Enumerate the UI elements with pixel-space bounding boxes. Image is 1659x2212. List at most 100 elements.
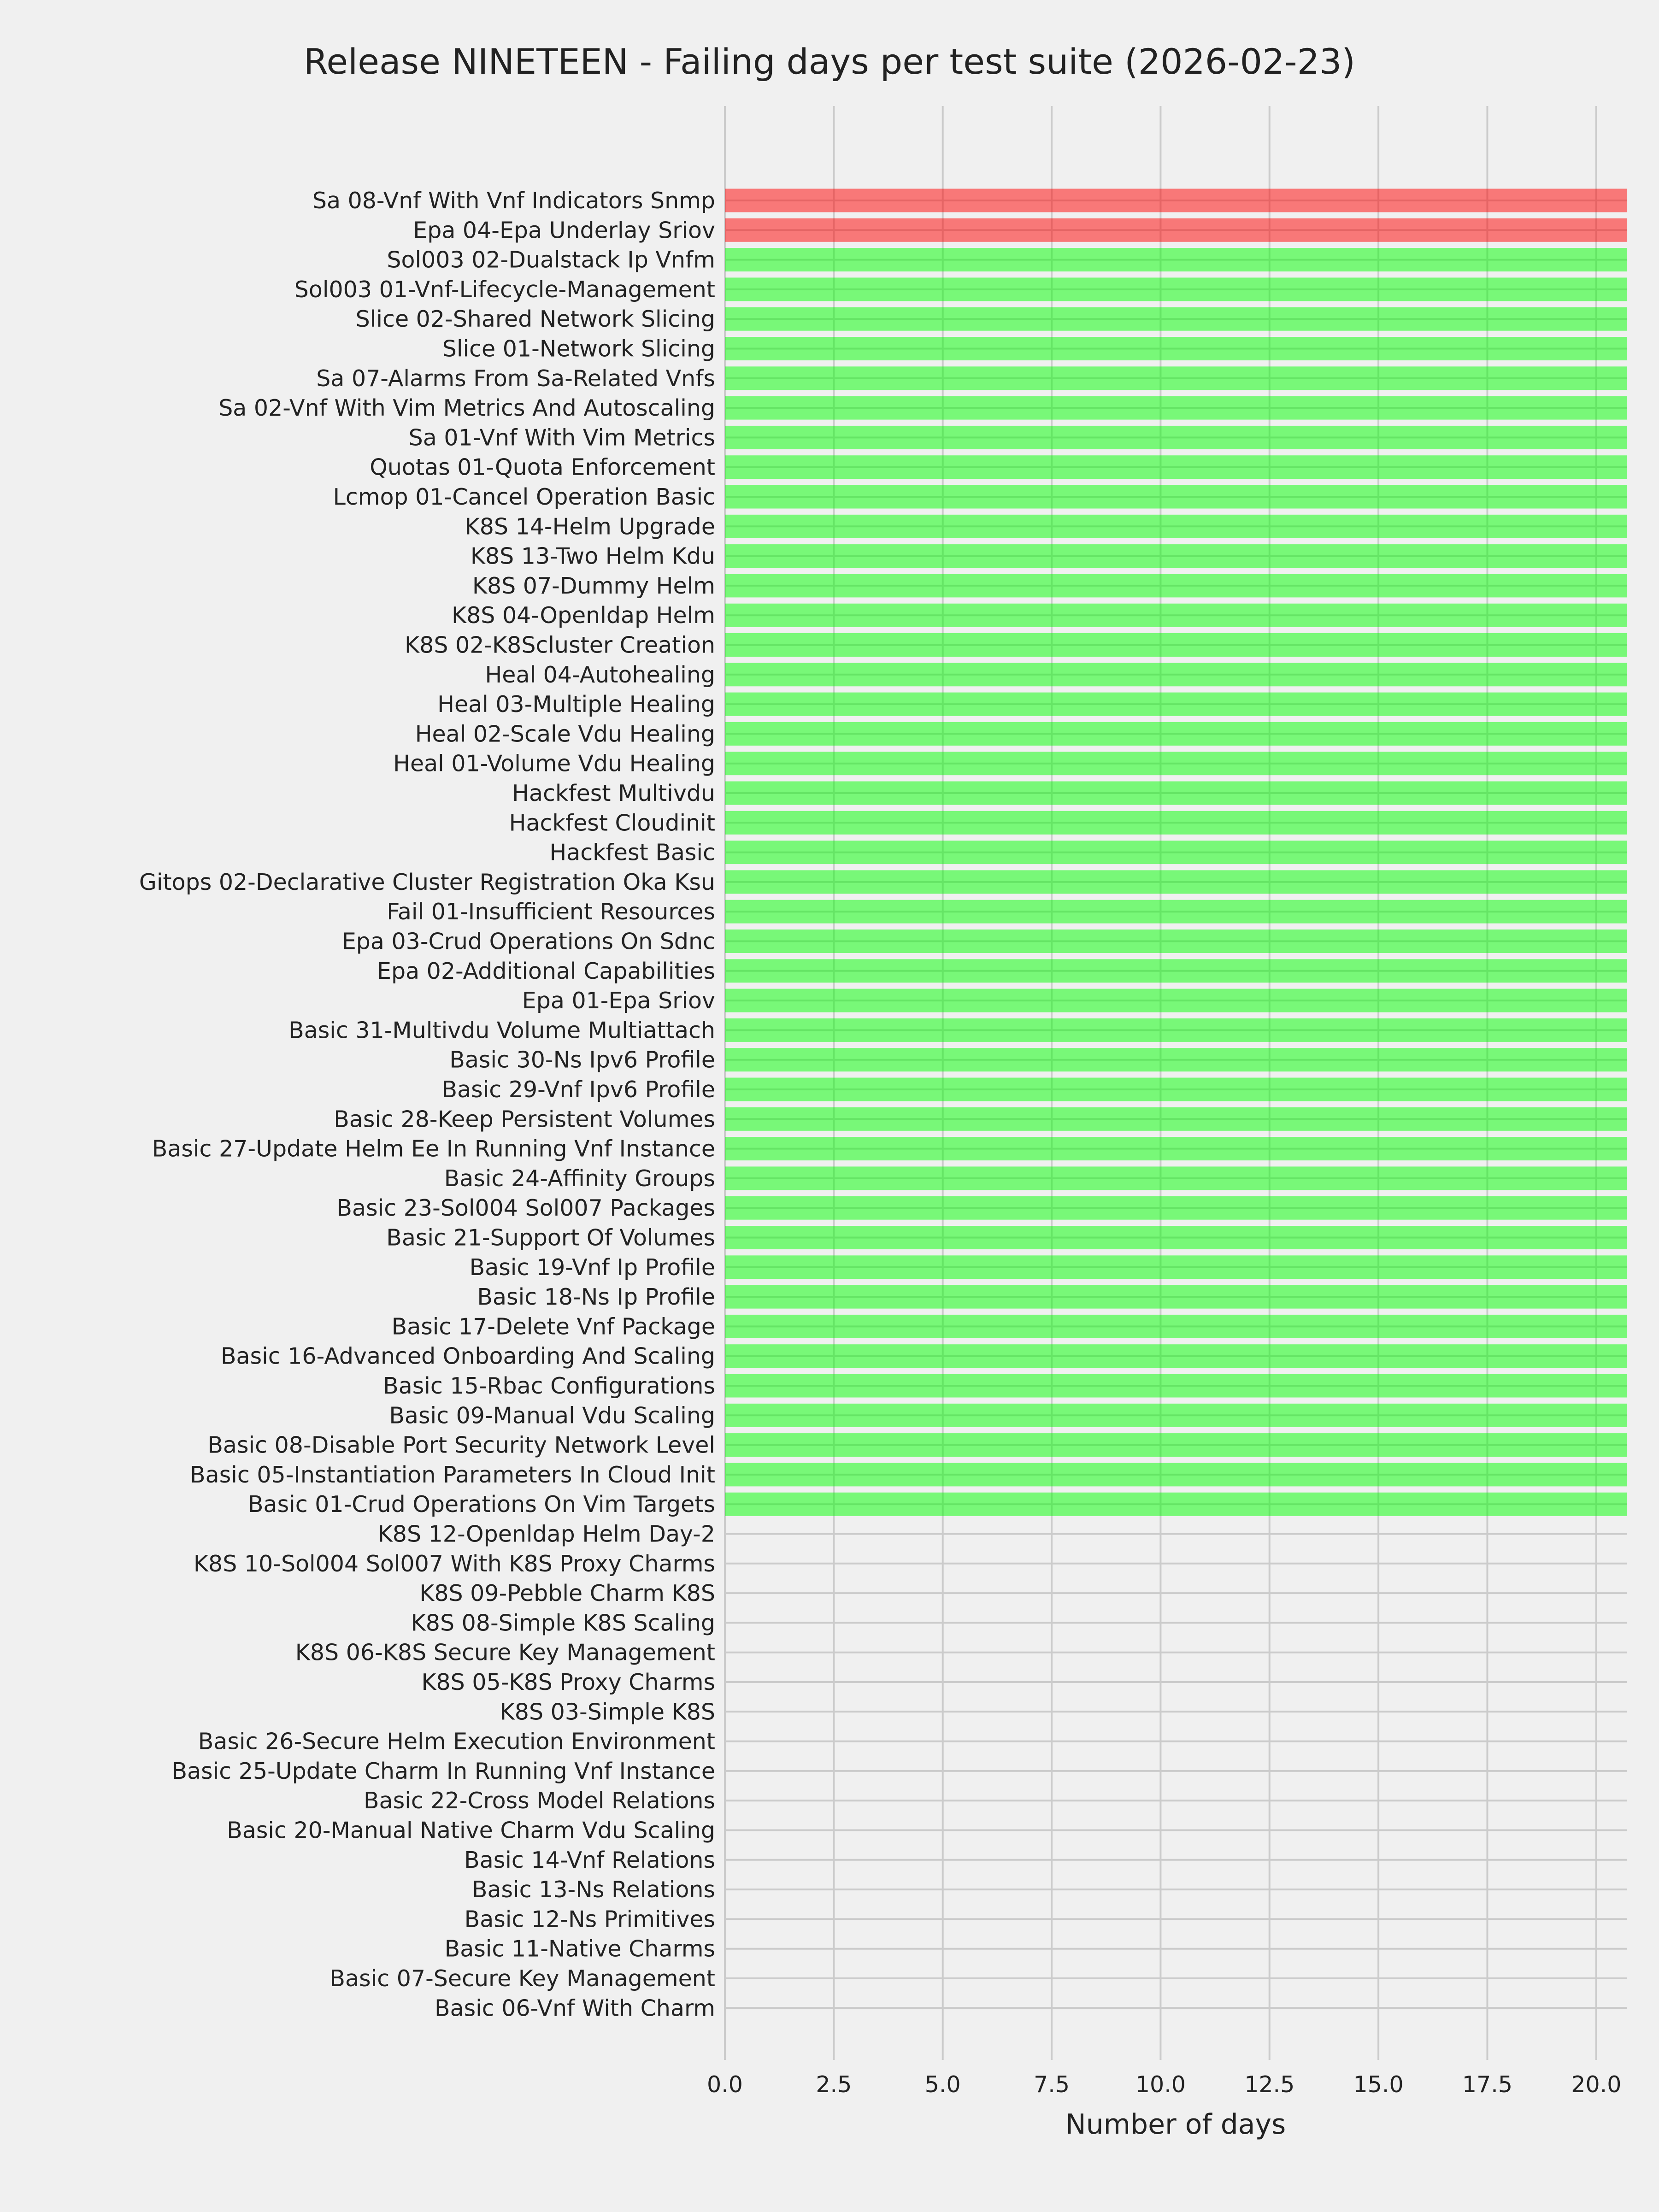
y-tick-label: Basic 18-Ns Ip Profile bbox=[477, 1284, 715, 1310]
bar-passing bbox=[725, 959, 1627, 983]
bar-passing bbox=[725, 1344, 1627, 1368]
bar-passing bbox=[725, 366, 1627, 390]
bar-passing bbox=[725, 930, 1627, 953]
y-tick-label: Epa 03-Crud Operations On Sdnc bbox=[342, 929, 715, 955]
y-tick-label: Basic 16-Advanced Onboarding And Scaling bbox=[221, 1343, 715, 1370]
y-tick-label: Basic 06-Vnf With Charm bbox=[435, 1995, 715, 2021]
bar-passing bbox=[725, 1226, 1627, 1249]
y-tick-label: K8S 08-Simple K8S Scaling bbox=[411, 1610, 715, 1636]
bar-passing bbox=[725, 1285, 1627, 1309]
y-tick-label: Basic 15-Rbac Configurations bbox=[383, 1373, 715, 1399]
bar-passing bbox=[725, 722, 1627, 746]
y-tick-label: K8S 07-Dummy Helm bbox=[472, 573, 715, 599]
bar-passing bbox=[725, 870, 1627, 894]
y-tick-label: K8S 13-Two Helm Kdu bbox=[471, 543, 715, 570]
bar-passing bbox=[725, 544, 1627, 568]
x-tick-label: 12.5 bbox=[1244, 2071, 1294, 2098]
y-tick-label: Epa 01-Epa Sriov bbox=[522, 988, 715, 1014]
bar-passing bbox=[725, 1492, 1627, 1516]
bar-passing bbox=[725, 1403, 1627, 1427]
chart-title: Release NINETEEN - Failing days per test… bbox=[304, 41, 1355, 82]
y-tick-label: Sa 01-Vnf With Vim Metrics bbox=[409, 424, 715, 451]
bar-passing bbox=[725, 811, 1627, 835]
y-tick-label: Sol003 01-Vnf-Lifecycle-Management bbox=[294, 276, 715, 303]
x-tick-label: 17.5 bbox=[1462, 2071, 1512, 2098]
bar-passing bbox=[725, 455, 1627, 479]
y-tick-label: K8S 03-Simple K8S bbox=[500, 1699, 715, 1725]
bar-passing bbox=[725, 485, 1627, 509]
bar-passing bbox=[725, 1137, 1627, 1161]
x-tick-label: 5.0 bbox=[925, 2071, 961, 2098]
x-tick-label: 7.5 bbox=[1034, 2071, 1070, 2098]
y-tick-label: Heal 03-Multiple Healing bbox=[437, 691, 715, 718]
y-tick-label: Basic 07-Secure Key Management bbox=[329, 1965, 715, 1992]
y-tick-label: Basic 01-Crud Operations On Vim Targets bbox=[248, 1491, 715, 1518]
bar-passing bbox=[725, 1166, 1627, 1190]
x-tick-label: 20.0 bbox=[1571, 2071, 1621, 2098]
bar-passing bbox=[725, 248, 1627, 272]
y-tick-label: K8S 09-Pebble Charm K8S bbox=[419, 1580, 715, 1606]
y-tick-label: Heal 01-Volume Vdu Healing bbox=[393, 751, 715, 777]
y-tick-label: K8S 04-Openldap Helm bbox=[452, 602, 715, 629]
y-tick-label: Heal 04-Autohealing bbox=[485, 662, 715, 688]
y-tick-label: Basic 11-Native Charms bbox=[445, 1936, 715, 1962]
y-tick-label: Basic 24-Affinity Groups bbox=[444, 1165, 715, 1192]
y-tick-label: Basic 27-Update Helm Ee In Running Vnf I… bbox=[152, 1136, 715, 1162]
y-tick-label: Basic 20-Manual Native Charm Vdu Scaling bbox=[227, 1818, 715, 1844]
bar-passing bbox=[725, 277, 1627, 301]
y-tick-label: Epa 02-Additional Capabilities bbox=[377, 958, 715, 984]
bar-passing bbox=[725, 1433, 1627, 1457]
y-tick-label: Hackfest Basic bbox=[549, 840, 715, 866]
y-tick-label: Quotas 01-Quota Enforcement bbox=[370, 454, 715, 481]
y-tick-label: Basic 29-Vnf Ipv6 Profile bbox=[441, 1077, 715, 1103]
y-tick-label: Basic 21-Support Of Volumes bbox=[386, 1225, 715, 1251]
bar-passing bbox=[725, 988, 1627, 1012]
x-tick-label: 2.5 bbox=[816, 2071, 852, 2098]
y-tick-label: Basic 25-Update Charm In Running Vnf Ins… bbox=[171, 1758, 715, 1784]
y-tick-label: Basic 09-Manual Vdu Scaling bbox=[389, 1402, 715, 1429]
y-tick-label: K8S 02-K8Scluster Creation bbox=[405, 632, 715, 659]
bar-passing bbox=[725, 633, 1627, 657]
bar-passing bbox=[725, 1107, 1627, 1131]
bar-passing bbox=[725, 1314, 1627, 1338]
bar-failing bbox=[725, 188, 1627, 212]
y-tick-label: Lcmop 01-Cancel Operation Basic bbox=[333, 484, 715, 510]
x-tick-labels: 0.0 2.5 5.0 7.5 10.0 12.5 15.0 17.5 20.0 bbox=[707, 2071, 1621, 2098]
y-tick-label: K8S 10-Sol004 Sol007 With K8S Proxy Char… bbox=[194, 1551, 715, 1577]
y-tick-label: Basic 19-Vnf Ip Profile bbox=[470, 1254, 715, 1281]
y-tick-label: Basic 26-Secure Helm Execution Environme… bbox=[198, 1729, 715, 1755]
bar-passing bbox=[725, 1048, 1627, 1072]
bar-passing bbox=[725, 781, 1627, 805]
bar-passing bbox=[725, 663, 1627, 687]
y-tick-label: K8S 12-Openldap Helm Day-2 bbox=[378, 1521, 715, 1547]
y-tick-label: Slice 02-Shared Network Slicing bbox=[356, 306, 715, 332]
bar-passing bbox=[725, 514, 1627, 538]
y-tick-label: Basic 30-Ns Ipv6 Profile bbox=[449, 1047, 715, 1073]
y-tick-label: Basic 28-Keep Persistent Volumes bbox=[334, 1106, 715, 1132]
bar-passing bbox=[725, 1255, 1627, 1279]
y-tick-label: Basic 22-Cross Model Relations bbox=[364, 1788, 715, 1814]
y-tick-label: Gitops 02-Declarative Cluster Registrati… bbox=[139, 869, 715, 895]
y-tick-label: K8S 06-K8S Secure Key Management bbox=[295, 1640, 715, 1666]
bar-passing bbox=[725, 1196, 1627, 1220]
y-tick-labels: Sa 08-Vnf With Vnf Indicators Snmp Epa 04… bbox=[139, 188, 715, 2021]
y-tick-label: K8S 14-Helm Upgrade bbox=[465, 513, 715, 540]
y-tick-label: Heal 02-Scale Vdu Healing bbox=[415, 721, 715, 747]
y-tick-label: Sa 02-Vnf With Vim Metrics And Autoscali… bbox=[218, 395, 715, 421]
bar-passing bbox=[725, 1018, 1627, 1042]
bar-failing bbox=[725, 218, 1627, 242]
y-tick-label: Basic 14-Vnf Relations bbox=[464, 1847, 715, 1873]
bar-passing bbox=[725, 841, 1627, 865]
y-tick-label: Basic 31-Multivdu Volume Multiattach bbox=[288, 1017, 715, 1043]
bar-passing bbox=[725, 1463, 1627, 1487]
y-tick-label: K8S 05-K8S Proxy Charms bbox=[421, 1669, 715, 1695]
y-tick-label: Basic 13-Ns Relations bbox=[472, 1877, 715, 1903]
bar-passing bbox=[725, 1374, 1627, 1398]
bars bbox=[725, 188, 1627, 1516]
bar-passing bbox=[725, 752, 1627, 776]
y-tick-label: Epa 04-Epa Underlay Sriov bbox=[413, 217, 715, 243]
bar-passing bbox=[725, 692, 1627, 716]
y-tick-label: Basic 17-Delete Vnf Package bbox=[392, 1313, 715, 1340]
